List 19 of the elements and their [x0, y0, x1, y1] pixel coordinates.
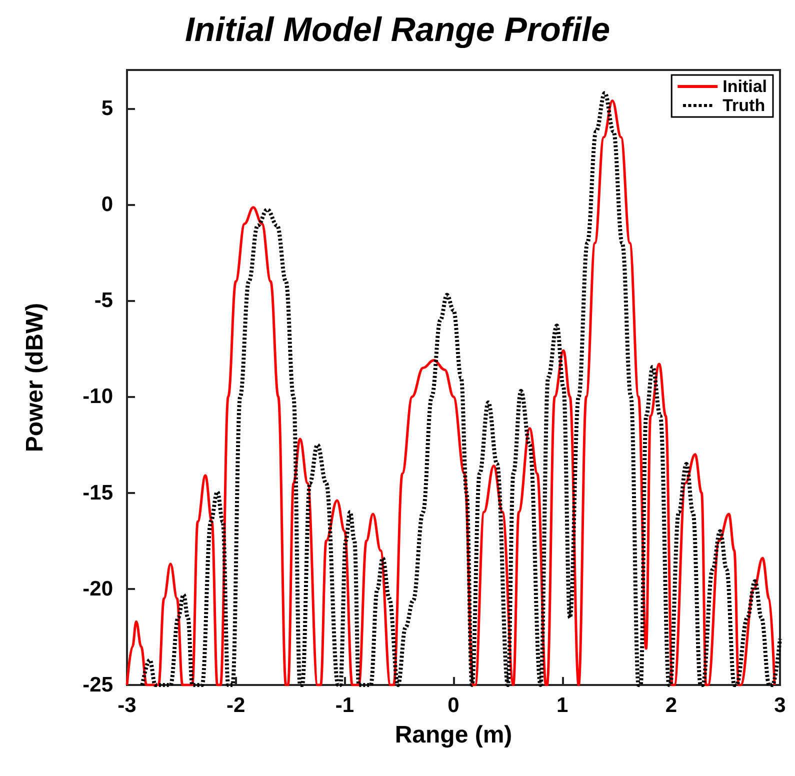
- y-tick-label: -20: [82, 577, 113, 600]
- y-tick-label: -5: [94, 289, 114, 312]
- y-tick-label: -25: [82, 674, 114, 696]
- x-tick-label: -3: [118, 694, 136, 717]
- x-tick-label: 1: [556, 694, 568, 717]
- y-tick-label: -15: [82, 481, 114, 504]
- y-tick-label: 0: [101, 193, 113, 216]
- x-axis-title: Range (m): [394, 722, 512, 748]
- x-tick-label: 0: [448, 694, 460, 717]
- x-tick-label: 2: [665, 694, 678, 717]
- y-axis-title: Power (dBW): [22, 302, 48, 452]
- y-tick-label: 5: [101, 96, 114, 120]
- y-tick-label: -10: [82, 385, 113, 408]
- legend-label: Initial: [722, 77, 768, 96]
- x-tick-label: -2: [226, 694, 246, 717]
- legend-label: Truth: [722, 96, 766, 115]
- chart-title: Initial Model Range Profile: [184, 11, 610, 49]
- x-tick-label: -1: [335, 694, 354, 717]
- x-tick-label: 3: [774, 694, 786, 717]
